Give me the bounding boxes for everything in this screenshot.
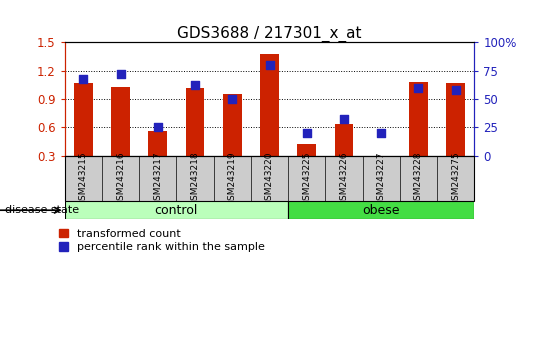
Bar	[223, 95, 241, 156]
Text: GSM243219: GSM243219	[228, 151, 237, 206]
Text: GSM243216: GSM243216	[116, 151, 125, 206]
Bar	[409, 82, 428, 156]
Point	[154, 125, 162, 130]
Point	[191, 83, 199, 88]
Text: GSM243215: GSM243215	[79, 151, 88, 206]
Text: GSM243217: GSM243217	[153, 151, 162, 206]
Text: GSM243228: GSM243228	[414, 151, 423, 206]
Text: GSM243220: GSM243220	[265, 151, 274, 206]
Bar	[74, 83, 93, 156]
Text: control: control	[155, 204, 198, 217]
Title: GDS3688 / 217301_x_at: GDS3688 / 217301_x_at	[177, 26, 362, 42]
Legend: transformed count, percentile rank within the sample: transformed count, percentile rank withi…	[59, 229, 265, 252]
Point	[451, 87, 460, 93]
Text: GSM243275: GSM243275	[451, 151, 460, 206]
FancyBboxPatch shape	[288, 201, 474, 219]
FancyBboxPatch shape	[65, 201, 288, 219]
Bar	[298, 144, 316, 156]
Text: GSM243227: GSM243227	[377, 151, 386, 206]
Bar	[186, 88, 204, 156]
Point	[414, 85, 423, 91]
Bar	[148, 131, 167, 156]
Point	[377, 130, 385, 136]
Point	[340, 116, 348, 122]
FancyBboxPatch shape	[65, 156, 474, 201]
Text: GSM243226: GSM243226	[340, 151, 349, 206]
Bar	[446, 83, 465, 156]
Bar	[260, 54, 279, 156]
Bar	[111, 87, 130, 156]
Text: GSM243218: GSM243218	[190, 151, 199, 206]
Point	[302, 130, 311, 136]
Point	[116, 72, 125, 77]
Text: obese: obese	[362, 204, 400, 217]
Point	[265, 62, 274, 68]
Point	[228, 96, 237, 102]
Bar	[335, 124, 353, 156]
Text: disease state: disease state	[5, 205, 80, 215]
Point	[79, 76, 88, 81]
Text: GSM243225: GSM243225	[302, 151, 311, 206]
